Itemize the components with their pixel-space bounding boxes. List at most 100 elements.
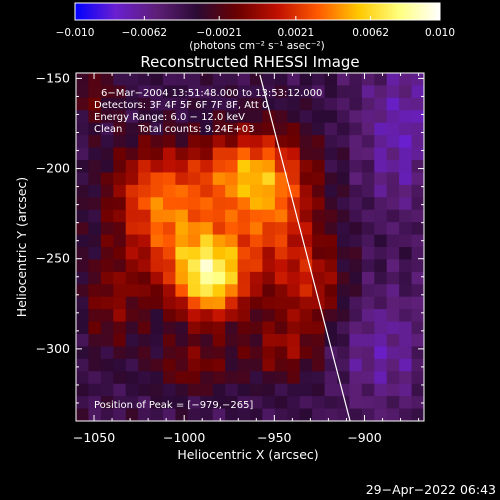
heatmap-cell: [312, 184, 326, 198]
heatmap-cell: [250, 122, 264, 136]
heatmap-cell: [187, 371, 201, 385]
heatmap-cell: [399, 358, 413, 372]
colorbar-tick-label: 0.010: [425, 27, 455, 39]
colorbar-tick-label: −0.0021: [196, 27, 242, 39]
heatmap-cell: [262, 296, 276, 310]
heatmap-cell: [100, 85, 114, 99]
heatmap-cell: [250, 135, 264, 149]
heatmap-cell: [374, 147, 388, 161]
heatmap-cell: [113, 222, 127, 236]
heatmap-cell: [163, 234, 177, 248]
heatmap-cell: [237, 346, 251, 360]
heatmap-cell: [374, 209, 388, 223]
heatmap-cell: [299, 383, 313, 397]
heatmap-cell: [312, 110, 326, 124]
heatmap-cell: [163, 222, 177, 236]
heatmap-cell: [138, 309, 152, 323]
heatmap-cell: [250, 296, 264, 310]
heatmap-cell: [237, 122, 251, 136]
heatmap-cell: [225, 135, 239, 149]
heatmap-cell: [262, 184, 276, 198]
heatmap-cell: [200, 408, 214, 421]
heatmap-cell: [287, 296, 301, 310]
heatmap-cell: [113, 334, 127, 348]
heatmap-cell: [374, 85, 388, 99]
heatmap-cell: [324, 259, 338, 273]
heatmap-cell: [299, 259, 313, 273]
heatmap-cell: [374, 396, 388, 410]
heatmap-cell: [411, 408, 424, 421]
heatmap-cell: [76, 358, 90, 372]
heatmap-cell: [88, 97, 102, 111]
heatmap-cell: [411, 122, 424, 136]
heatmap-cell: [337, 222, 351, 236]
heatmap-cell: [312, 396, 326, 410]
heatmap-cell: [76, 160, 90, 174]
heatmap-cell: [100, 271, 114, 285]
heatmap-cell: [88, 371, 102, 385]
heatmap-cell: [225, 85, 239, 99]
heatmap-cell: [349, 396, 363, 410]
heatmap-cell: [113, 160, 127, 174]
heatmap-cell: [411, 396, 424, 410]
heatmap-cell: [361, 160, 375, 174]
heatmap-cell: [299, 135, 313, 149]
heatmap-cell: [399, 85, 413, 99]
heatmap-cell: [411, 135, 424, 149]
heatmap-cell: [113, 209, 127, 223]
heatmap-cell: [175, 122, 189, 136]
heatmap-cell: [113, 85, 127, 99]
heatmap-cell: [312, 135, 326, 149]
heatmap-cell: [163, 334, 177, 348]
heatmap-cell: [163, 346, 177, 360]
heatmap-cell: [225, 346, 239, 360]
heatmap-cell: [212, 160, 226, 174]
heatmap-cell: [150, 97, 164, 111]
heatmap-cell: [312, 346, 326, 360]
heatmap-cell: [76, 259, 90, 273]
heatmap-cell: [76, 334, 90, 348]
heatmap-cell: [100, 147, 114, 161]
heatmap-cell: [225, 271, 239, 285]
heatmap-cell: [76, 97, 90, 111]
heatmap-cell: [76, 73, 90, 87]
heatmap-cell: [312, 234, 326, 248]
heatmap-cell: [349, 371, 363, 385]
heatmap-cell: [138, 334, 152, 348]
heatmap-cell: [100, 184, 114, 198]
heatmap-cell: [212, 396, 226, 410]
heatmap-cell: [287, 383, 301, 397]
heatmap-cell: [225, 383, 239, 397]
heatmap-cell: [411, 197, 424, 211]
heatmap-cell: [150, 296, 164, 310]
heatmap-cell: [374, 371, 388, 385]
heatmap-cell: [175, 172, 189, 186]
heatmap-cell: [349, 97, 363, 111]
heatmap-cell: [274, 247, 288, 261]
heatmap-cell: [399, 247, 413, 261]
heatmap-cell: [287, 271, 301, 285]
heatmap-cell: [399, 97, 413, 111]
heatmap-cell: [88, 259, 102, 273]
heatmap-cell: [237, 85, 251, 99]
heatmap-cell: [212, 122, 226, 136]
heatmap-cell: [324, 383, 338, 397]
heatmap-cell: [374, 334, 388, 348]
heatmap-cell: [361, 197, 375, 211]
heatmap-cell: [76, 371, 90, 385]
heatmap-cell: [187, 135, 201, 149]
heatmap-image: [76, 73, 424, 421]
heatmap-cell: [100, 160, 114, 174]
heatmap-cell: [312, 209, 326, 223]
x-axis-label: Heliocentric X (arcsec): [177, 447, 318, 462]
heatmap-cell: [138, 383, 152, 397]
heatmap-cell: [386, 358, 400, 372]
heatmap-cell: [299, 334, 313, 348]
heatmap-cell: [324, 346, 338, 360]
heatmap-cell: [138, 97, 152, 111]
heatmap-cell: [361, 396, 375, 410]
heatmap-cell: [150, 222, 164, 236]
heatmap-cell: [361, 408, 375, 421]
heatmap-cell: [125, 234, 139, 248]
heatmap-cell: [374, 122, 388, 136]
